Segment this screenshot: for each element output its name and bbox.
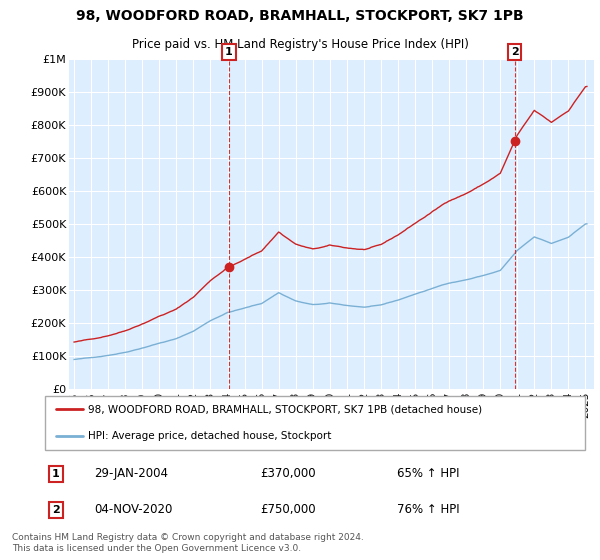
Text: Price paid vs. HM Land Registry's House Price Index (HPI): Price paid vs. HM Land Registry's House … [131,38,469,51]
Text: 2: 2 [52,505,59,515]
Text: £750,000: £750,000 [260,503,316,516]
Text: 98, WOODFORD ROAD, BRAMHALL, STOCKPORT, SK7 1PB: 98, WOODFORD ROAD, BRAMHALL, STOCKPORT, … [76,9,524,23]
Text: 65% ↑ HPI: 65% ↑ HPI [397,467,460,480]
Text: 1: 1 [52,469,59,479]
Text: 76% ↑ HPI: 76% ↑ HPI [397,503,460,516]
Text: HPI: Average price, detached house, Stockport: HPI: Average price, detached house, Stoc… [88,431,332,441]
FancyBboxPatch shape [45,396,585,450]
Text: 29-JAN-2004: 29-JAN-2004 [94,467,168,480]
Text: Contains HM Land Registry data © Crown copyright and database right 2024.
This d: Contains HM Land Registry data © Crown c… [12,533,364,553]
Text: 04-NOV-2020: 04-NOV-2020 [94,503,172,516]
Text: £370,000: £370,000 [260,467,316,480]
Text: 2: 2 [511,47,518,57]
Text: 1: 1 [225,47,233,57]
Text: 98, WOODFORD ROAD, BRAMHALL, STOCKPORT, SK7 1PB (detached house): 98, WOODFORD ROAD, BRAMHALL, STOCKPORT, … [88,404,482,414]
